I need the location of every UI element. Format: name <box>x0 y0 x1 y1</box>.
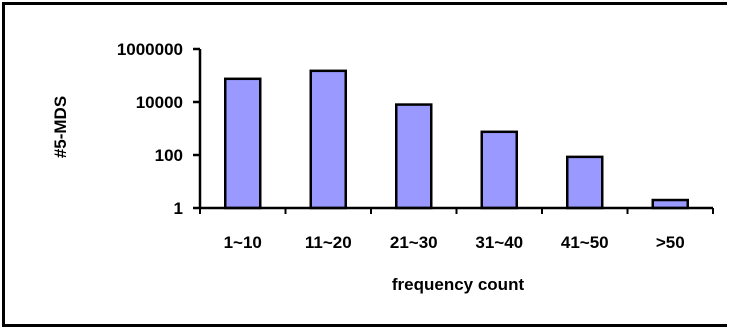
bar-2 <box>309 69 347 210</box>
chart-marks: 1~10 11~20 21~30 31~40 41~50 >50 1 100 10000 1000… <box>117 40 714 252</box>
x-tick-label-1: 1~10 <box>224 233 262 252</box>
y-tick-label-1: 1 <box>174 199 183 218</box>
bar-4 <box>480 130 518 210</box>
y-axis-label: #5-MDS <box>51 96 70 158</box>
bar-3 <box>395 103 433 210</box>
x-tick-label-3: 21~30 <box>390 233 438 252</box>
x-tick-label-6: >50 <box>656 233 685 252</box>
y-tick-label-3: 10000 <box>136 93 183 112</box>
y-tick-label-2: 100 <box>155 146 183 165</box>
bar-5 <box>566 155 604 210</box>
x-axis-label: frequency count <box>392 275 525 294</box>
bar-1 <box>224 77 262 210</box>
y-tick-label-4: 1000000 <box>117 40 183 59</box>
x-tick-label-5: 41~50 <box>561 233 609 252</box>
x-tick-label-2: 11~20 <box>305 233 352 252</box>
x-tick-label-4: 31~40 <box>475 233 523 252</box>
